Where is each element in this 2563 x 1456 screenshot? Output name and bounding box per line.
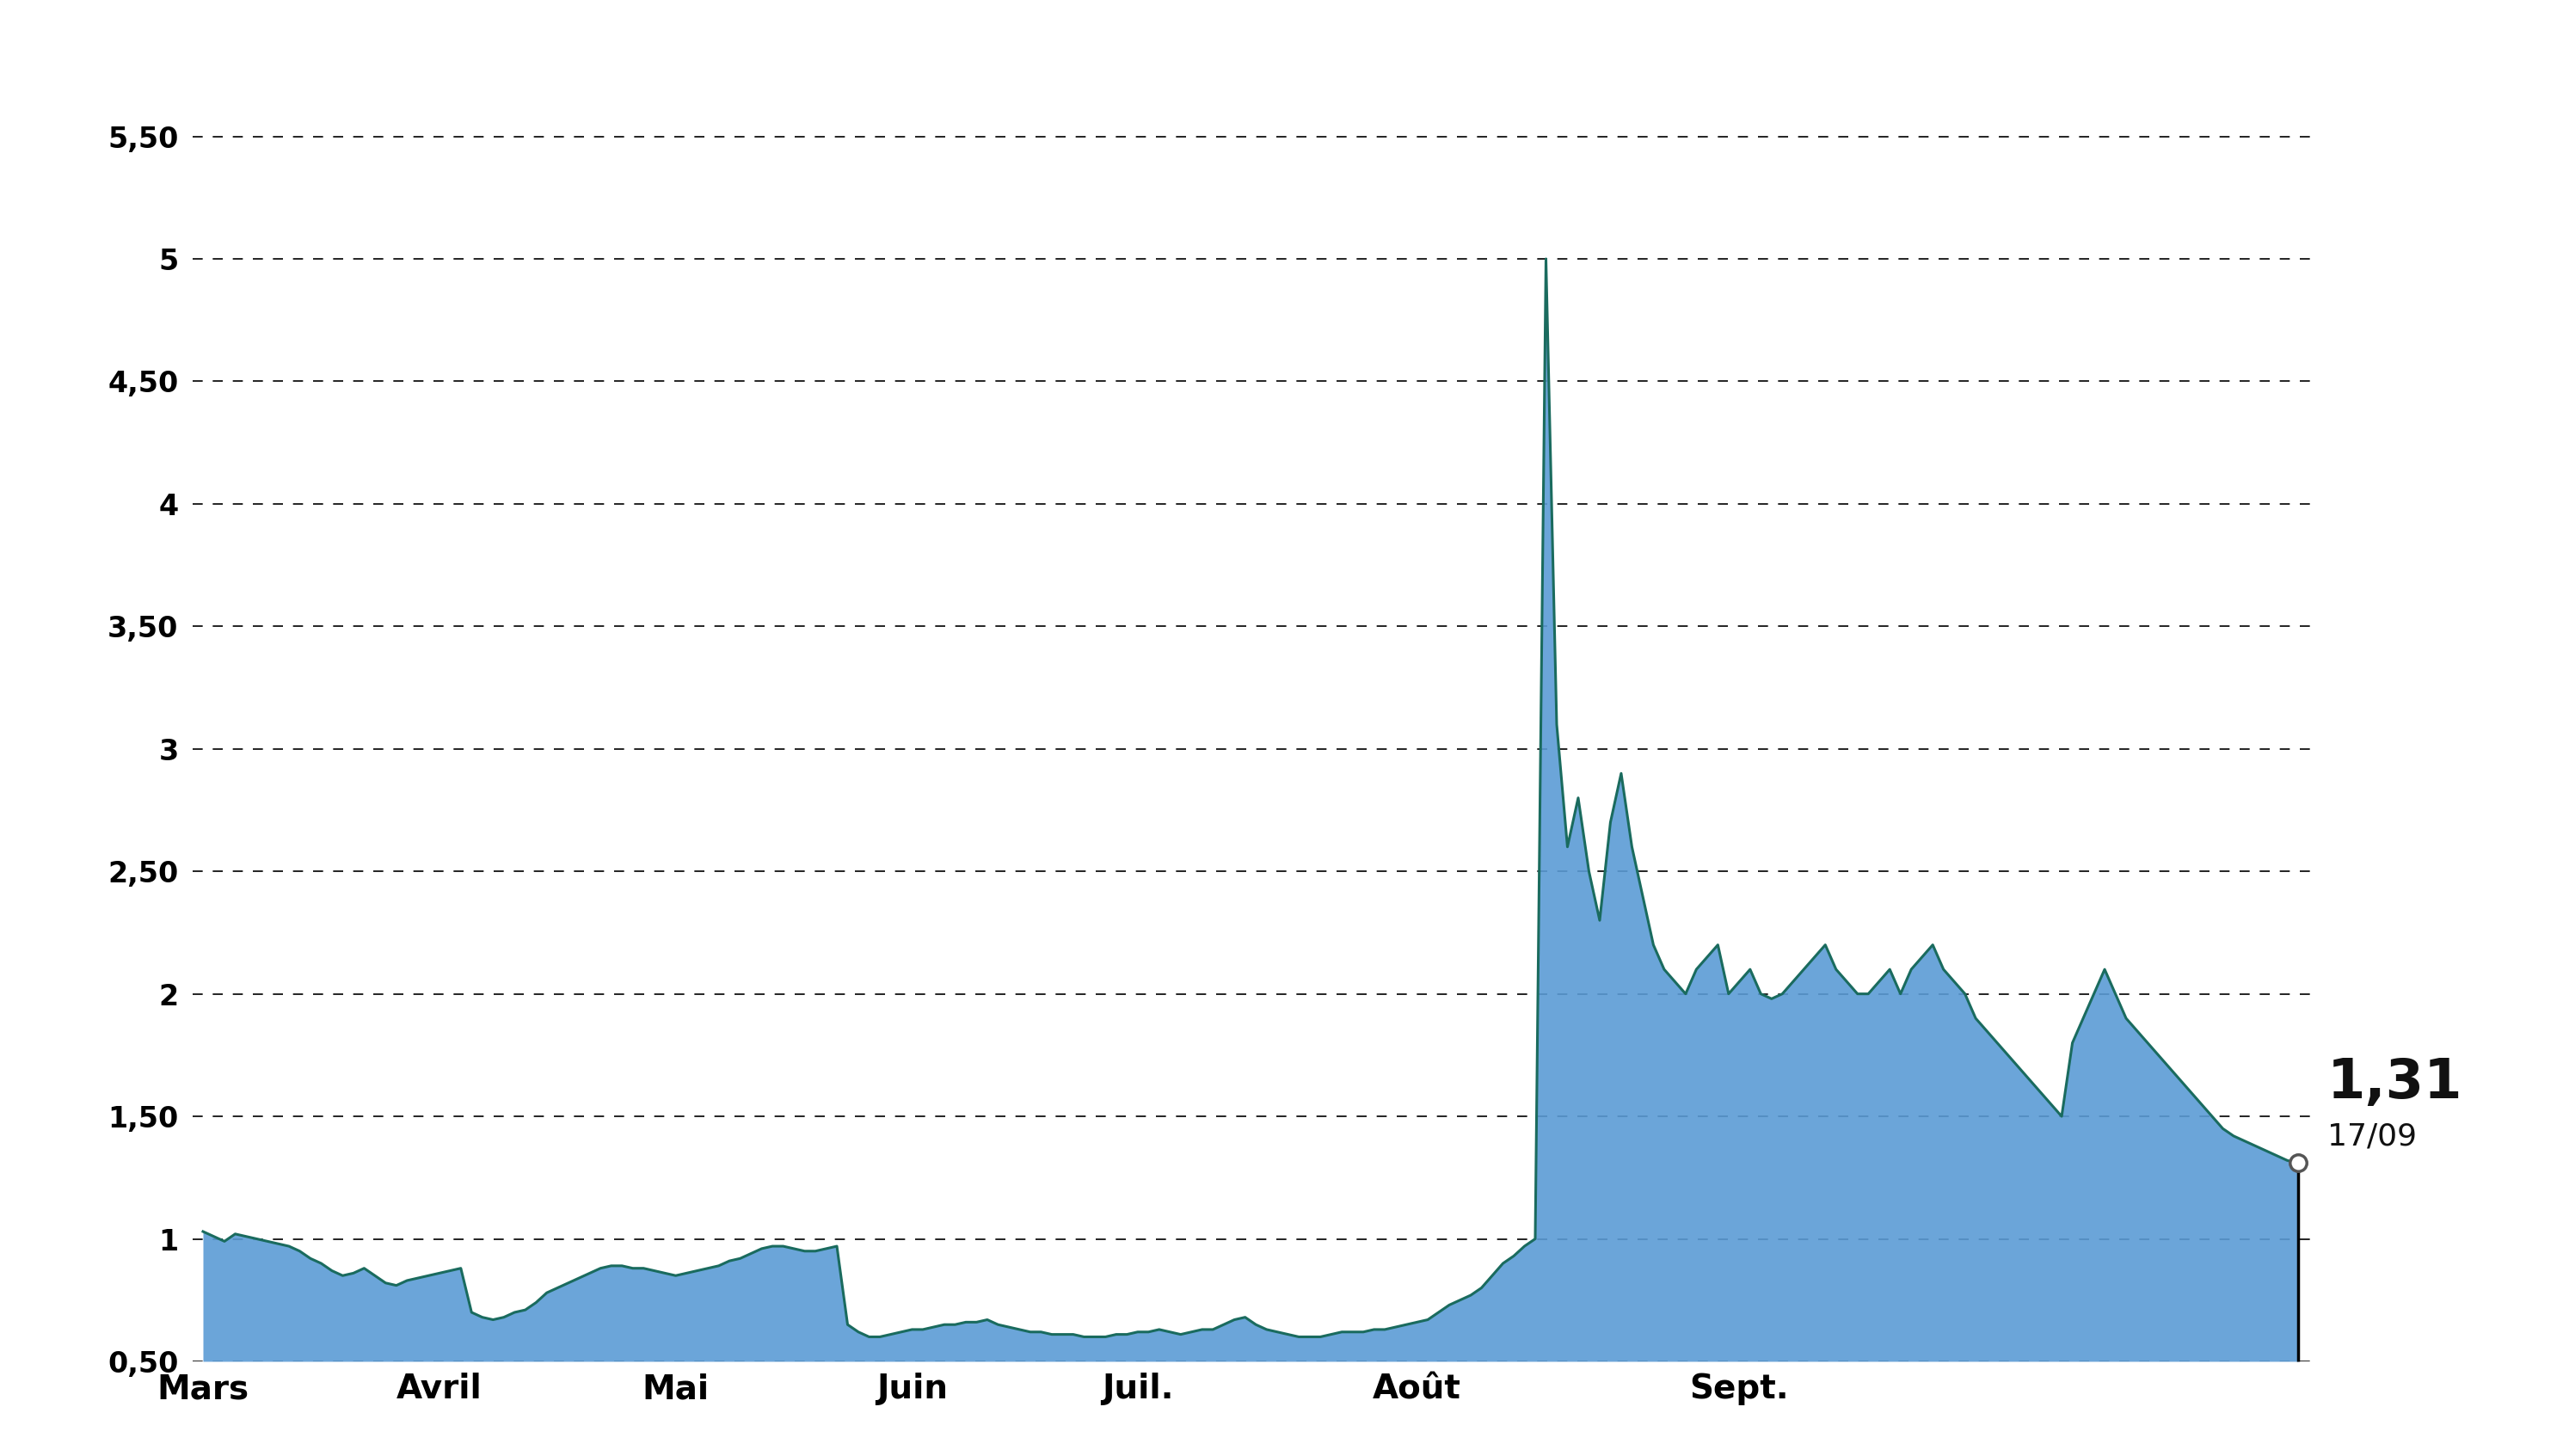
Text: 17/09: 17/09 [2327, 1123, 2417, 1152]
Text: 1,31: 1,31 [2327, 1056, 2463, 1109]
Text: MIRA Pharmaceuticals, Inc.: MIRA Pharmaceuticals, Inc. [748, 26, 1815, 93]
